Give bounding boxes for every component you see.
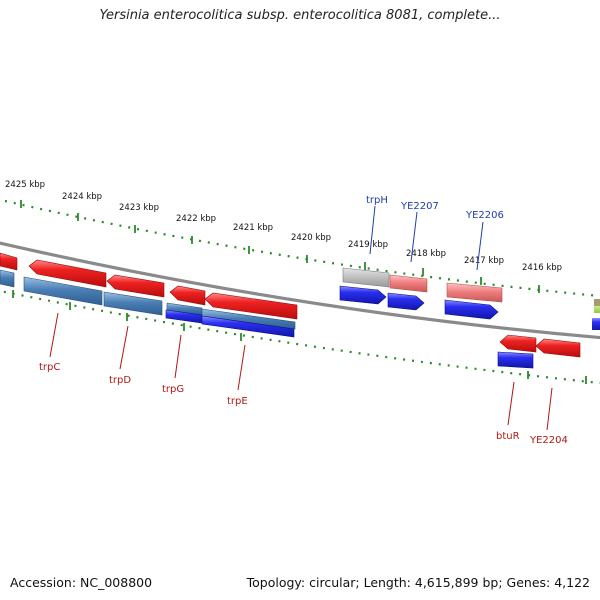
upper-right-genes xyxy=(339,267,600,320)
gene-box-trpC-rev[interactable] xyxy=(23,276,103,306)
scale-label: 2422 kbp xyxy=(176,214,216,224)
scale-label: 2423 kbp xyxy=(119,203,159,213)
leader-trpG xyxy=(174,334,182,379)
gene-label-btuR[interactable]: btuR xyxy=(496,431,520,442)
gene-labels: trpH YE2207 YE2206 trpC trpD trpG trpE b… xyxy=(39,195,568,446)
gene-box-edge-green[interactable] xyxy=(594,306,600,313)
scale-label: 2420 kbp xyxy=(291,233,331,243)
leader-trpE xyxy=(237,344,246,391)
label-leaders xyxy=(49,205,553,431)
scale-label: 2421 kbp xyxy=(233,223,273,233)
gene-arrow-trpC[interactable] xyxy=(28,259,107,288)
gene-box-trpE-rev[interactable] xyxy=(201,315,295,338)
gene-arrow-btuR[interactable] xyxy=(499,334,537,353)
leader-YE2207 xyxy=(410,211,418,263)
gene-box-trpD-rev[interactable] xyxy=(103,291,163,316)
gene-box-btuR-rev[interactable] xyxy=(497,351,534,369)
gene-arrow-trpH-rev[interactable] xyxy=(339,285,387,305)
gene-label-YE2207[interactable]: YE2207 xyxy=(400,201,439,212)
scale-label: 2418 kbp xyxy=(406,249,446,259)
leader-trpC xyxy=(49,312,59,358)
gene-label-YE2206[interactable]: YE2206 xyxy=(465,210,504,221)
gene-box-edge[interactable] xyxy=(594,299,600,306)
map-title: Yersinia enterocolitica subsp. enterocol… xyxy=(99,8,501,23)
gene-arrow-YE2207-rev[interactable] xyxy=(387,292,425,311)
gene-arrow-trpD[interactable] xyxy=(106,274,165,298)
gene-box-trpH[interactable] xyxy=(342,267,390,288)
gene-arrow-YE2204[interactable] xyxy=(535,338,581,358)
gene-label-trpC[interactable]: trpC xyxy=(39,362,60,373)
gene-arrow-YE2206-rev[interactable] xyxy=(444,299,499,320)
scale-label: 2425 kbp xyxy=(5,180,45,190)
gene-box-YE2207[interactable] xyxy=(389,274,428,293)
gene-label-trpH[interactable]: trpH xyxy=(366,195,388,206)
leader-trpH xyxy=(369,205,376,255)
gene-arrow[interactable] xyxy=(0,252,18,271)
inner-scale xyxy=(0,289,600,385)
scale-label: 2417 kbp xyxy=(464,256,504,266)
leader-YE2204 xyxy=(546,387,553,431)
gene-label-trpD[interactable]: trpD xyxy=(109,375,131,386)
leader-btuR xyxy=(507,381,515,426)
scale-label: 2416 kbp xyxy=(522,263,562,273)
gene-box[interactable] xyxy=(0,269,15,288)
gene-label-trpE[interactable]: trpE xyxy=(227,396,248,407)
genome-backbone xyxy=(0,241,600,340)
gene-box-edge-rev[interactable] xyxy=(592,318,600,330)
scale-label: 2419 kbp xyxy=(348,240,388,250)
genome-summary-text: Topology: circular; Length: 4,615,899 bp… xyxy=(246,575,590,590)
accession-text: Accession: NC_008800 xyxy=(10,575,153,590)
gene-box-YE2206[interactable] xyxy=(446,282,503,303)
forward-strand-genes xyxy=(0,252,581,358)
leader-YE2206 xyxy=(476,221,484,271)
gene-label-trpG[interactable]: trpG xyxy=(162,384,184,395)
outer-scale: 2425 kbp 2424 kbp 2423 kbp 2422 kbp 2421… xyxy=(4,180,600,298)
gene-label-YE2204[interactable]: YE2204 xyxy=(529,435,568,446)
gene-arrow-trpE[interactable] xyxy=(204,292,298,320)
scale-label: 2424 kbp xyxy=(62,192,102,202)
gene-box-trpE-rev-top[interactable] xyxy=(201,308,296,330)
gene-arrow-trpG[interactable] xyxy=(169,285,206,306)
leader-trpD xyxy=(119,325,129,370)
reverse-strand-genes xyxy=(0,269,600,369)
